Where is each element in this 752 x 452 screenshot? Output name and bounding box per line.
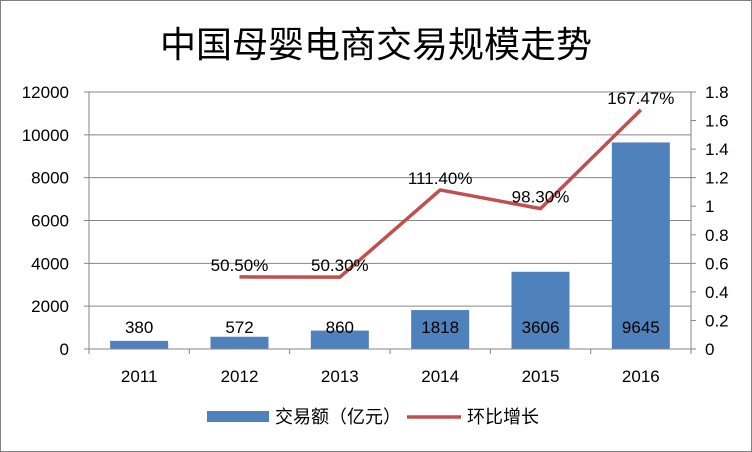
y-left-tick-label: 8000 xyxy=(31,169,69,188)
data-labels: 380 572 860 1818 3606 9645 50.50% 50.30% 111.40%… xyxy=(125,89,674,337)
x-tick-label: 2016 xyxy=(622,367,660,386)
bar xyxy=(210,336,269,349)
growth-line xyxy=(239,108,643,279)
line-data-label: 167.47% xyxy=(607,89,674,108)
line-data-label: 98.30% xyxy=(512,188,570,207)
x-tick-label: 2012 xyxy=(221,367,259,386)
bar xyxy=(110,340,169,349)
line-data-label: 111.40% xyxy=(408,169,473,188)
y-right-tick-label: 0 xyxy=(705,340,714,359)
x-tick-label: 2013 xyxy=(321,367,359,386)
x-tick-label: 2014 xyxy=(421,367,459,386)
bar-series xyxy=(110,142,670,349)
y-right-tick-label: 1.2 xyxy=(705,169,729,188)
y-left-tick-label: 0 xyxy=(60,340,69,359)
bar-data-label: 380 xyxy=(125,318,153,337)
bar xyxy=(310,330,369,349)
bar-data-label: 860 xyxy=(326,318,354,337)
y-left-tick-label: 12000 xyxy=(22,83,69,102)
legend-bar-swatch xyxy=(207,411,269,422)
line-data-label: 50.50% xyxy=(211,256,269,275)
bar-data-label: 3606 xyxy=(522,318,560,337)
bar-data-label: 1818 xyxy=(421,318,459,337)
legend: 交易额（亿元） 环比增长 xyxy=(207,407,539,428)
line-series xyxy=(239,108,643,279)
chart-title: 中国母婴电商交易规模走势 xyxy=(160,25,592,66)
y-right-tick-label: 0.6 xyxy=(705,254,729,273)
y-right-tick-label: 0.4 xyxy=(705,283,729,302)
bar-data-label: 9645 xyxy=(622,318,660,337)
y-right-tick-label: 1.4 xyxy=(705,140,729,159)
y-right-tick-label: 0.8 xyxy=(705,226,729,245)
y-right-tick-label: 0.2 xyxy=(705,311,729,330)
bar-data-label: 572 xyxy=(225,318,253,337)
y-left-tick-label: 4000 xyxy=(31,254,69,273)
y-left-tick-label: 2000 xyxy=(31,297,69,316)
y-left-tick-label: 10000 xyxy=(22,126,69,145)
y-right-tick-label: 1.6 xyxy=(705,112,729,131)
legend-line-label: 环比增长 xyxy=(467,407,539,428)
x-tick-label: 2011 xyxy=(121,367,158,386)
bar xyxy=(411,310,470,349)
axes: 0 2000 4000 6000 8000 10000 12000 0 0.2 0.4 0.6 0.8… xyxy=(22,83,729,386)
x-tick-label: 2015 xyxy=(522,367,560,386)
y-right-tick-label: 1 xyxy=(705,197,714,216)
line-data-label: 50.30% xyxy=(311,256,369,275)
legend-bar-label: 交易额（亿元） xyxy=(275,407,401,428)
bar xyxy=(511,271,570,349)
bar xyxy=(611,142,670,349)
y-left-tick-label: 6000 xyxy=(31,212,69,231)
gridlines xyxy=(89,91,691,350)
y-right-tick-label: 1.8 xyxy=(705,83,729,102)
